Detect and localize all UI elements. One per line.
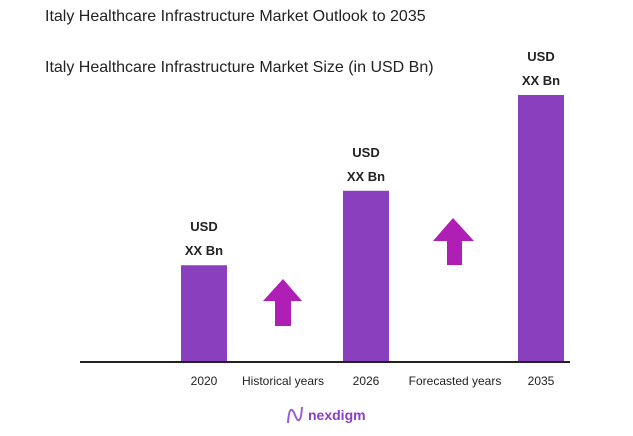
logo-text: nexdigm: [308, 407, 366, 423]
tick-label-2026: 2026: [352, 374, 380, 388]
data-label-line: USD: [352, 144, 380, 160]
tick-label-2035: 2035: [527, 374, 555, 388]
data-label-line: USD: [527, 49, 555, 64]
up-arrow-icon-forecast: [433, 218, 474, 265]
up-arrow-icon-historical: [263, 279, 302, 326]
chart-subtitle: Italy Healthcare Infrastructure Market S…: [45, 59, 434, 76]
nexdigm-logo: nexdigm: [286, 405, 366, 425]
data-label-2026: USD XX Bn: [326, 141, 406, 189]
data-label-line: XX Bn: [346, 168, 386, 184]
data-label-line: XX Bn: [184, 243, 224, 259]
chart-title: Italy Healthcare Infrastructure Market O…: [45, 8, 426, 25]
period-label-forecasted: Forecasted years: [408, 374, 502, 388]
bar-2026: [343, 190, 389, 361]
data-label-line: USD: [190, 219, 218, 235]
bar-2035: [518, 95, 564, 361]
period-label-historical: Historical years: [241, 374, 325, 388]
logo-wave-icon: [287, 406, 303, 424]
bar-2020: [181, 265, 227, 361]
data-label-2020: USD XX Bn: [164, 215, 244, 263]
data-label-2035: USD XX Bn: [501, 45, 581, 93]
data-label-line: XX Bn: [521, 73, 561, 88]
tick-label-2020: 2020: [190, 374, 218, 388]
